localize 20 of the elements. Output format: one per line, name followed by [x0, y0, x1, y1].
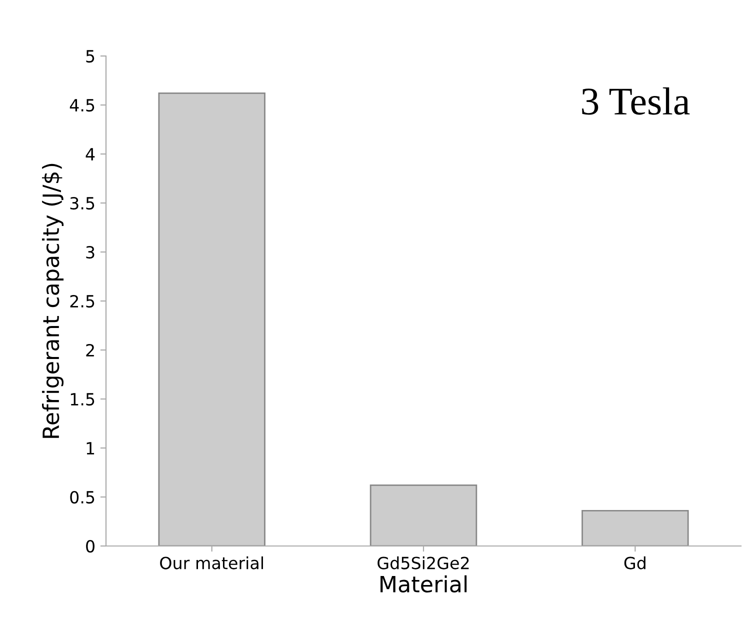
bar — [582, 510, 689, 546]
bar — [370, 484, 478, 546]
y-tick-label: 3.5 — [70, 196, 94, 210]
annotation: 3 Tesla — [582, 87, 690, 115]
y-tick-label: 2.5 — [70, 294, 94, 308]
y-tick-label: 0.5 — [70, 490, 94, 504]
y-tick-label: 3 — [86, 246, 94, 259]
x-tick-label: Gd5Si2Ge2 — [378, 556, 469, 570]
x-tick-label: Our material — [160, 556, 263, 570]
y-tick-label: 1 — [86, 442, 94, 454]
y-tick-label: 1.5 — [70, 393, 94, 406]
x-axis-title: Material — [380, 575, 467, 593]
y-tick-label: 4.5 — [70, 99, 94, 112]
x-tick-label: Gd — [624, 556, 646, 570]
y-tick-label: 2 — [86, 344, 94, 356]
y-axis-title: Refrigerant capacity (J/$) — [42, 164, 64, 438]
bar — [158, 92, 266, 546]
y-tick-label: 5 — [86, 50, 94, 63]
y-tick-label: 0 — [86, 540, 94, 553]
y-tick-label: 4 — [86, 148, 95, 160]
